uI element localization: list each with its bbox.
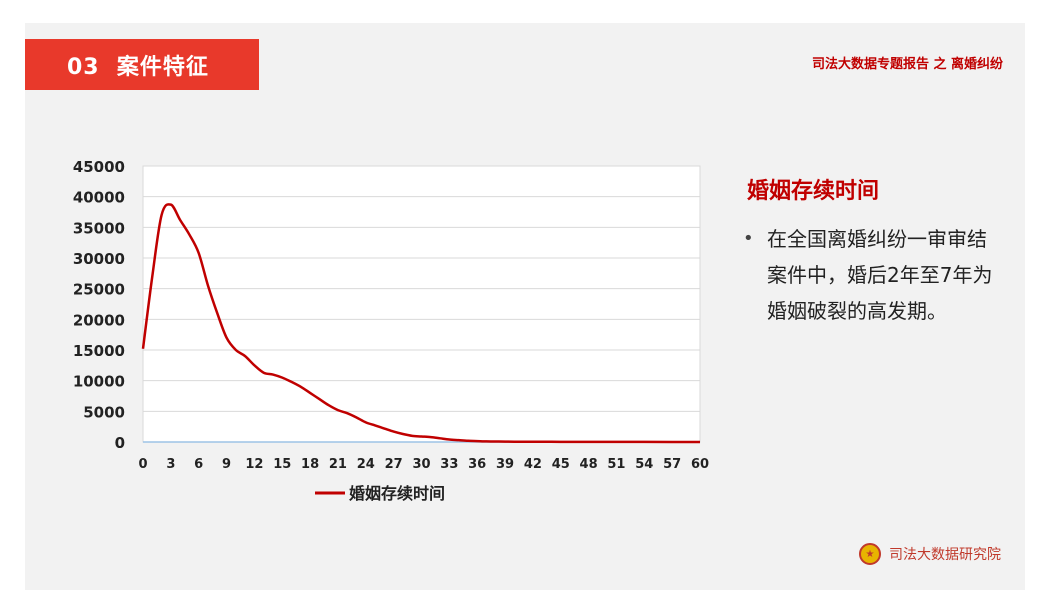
plot-area xyxy=(142,165,701,443)
x-tick-label: 39 xyxy=(496,457,514,472)
x-tick-label: 54 xyxy=(635,457,653,472)
x-tick-label: 12 xyxy=(245,457,263,472)
footer-brand: ★ 司法大数据研究院 xyxy=(859,543,1001,565)
x-tick-label: 57 xyxy=(663,457,681,472)
x-tick-label: 60 xyxy=(691,457,709,472)
y-tick-label: 0 xyxy=(115,434,125,452)
x-tick-label: 42 xyxy=(524,457,542,472)
y-tick-label: 40000 xyxy=(73,189,125,207)
bullet-point: • 在全国离婚纠纷一审审结案件中，婚后2年至7年为婚姻破裂的高发期。 xyxy=(743,221,993,329)
x-tick-label: 24 xyxy=(357,457,375,472)
x-tick-label: 48 xyxy=(580,457,598,472)
section-tab-label: 03 案件特征 xyxy=(67,54,209,80)
x-tick-label: 0 xyxy=(138,457,147,472)
x-tick-label: 30 xyxy=(412,457,430,472)
court-emblem-icon: ★ xyxy=(859,543,881,565)
y-tick-label: 45000 xyxy=(73,158,125,176)
x-tick-label: 36 xyxy=(468,457,486,472)
x-tick-label: 21 xyxy=(329,457,347,472)
x-tick-label: 51 xyxy=(607,457,625,472)
section-tab: 03 案件特征 xyxy=(25,39,259,90)
y-tick-label: 5000 xyxy=(83,403,125,421)
x-tick-label: 9 xyxy=(222,457,231,472)
report-title: 司法大数据专题报告 之 离婚纠纷 xyxy=(811,57,1003,72)
y-tick-label: 30000 xyxy=(73,250,125,268)
line-chart: 0 5000 10000 15000 20000 25000 30000 35000 40000… xyxy=(73,158,709,503)
x-tick-label: 45 xyxy=(552,457,570,472)
x-tick-label: 18 xyxy=(301,457,319,472)
x-tick-label: 3 xyxy=(166,457,175,472)
y-tick-label: 15000 xyxy=(73,342,125,360)
y-tick-label: 20000 xyxy=(73,311,125,329)
x-tick-label: 15 xyxy=(273,457,291,472)
side-title: 婚姻存续时间 xyxy=(747,179,880,204)
bullet-text: 在全国离婚纠纷一审审结案件中，婚后2年至7年为婚姻破裂的高发期。 xyxy=(767,227,993,323)
y-tick-label: 10000 xyxy=(73,373,125,391)
x-tick-label: 6 xyxy=(194,457,203,472)
bullet-dot-icon: • xyxy=(743,228,754,249)
series-line xyxy=(141,202,701,444)
x-tick-label: 33 xyxy=(440,457,458,472)
legend-label: 婚姻存续时间 xyxy=(349,484,445,503)
slide: 03 案件特征 司法大数据专题报告 之 离婚纠纷 0 5000 10000 15000… xyxy=(25,23,1025,590)
y-tick-label: 35000 xyxy=(73,219,125,237)
footer-brand-label: 司法大数据研究院 xyxy=(889,547,1001,563)
x-tick-label: 27 xyxy=(385,457,403,472)
y-tick-label: 25000 xyxy=(73,281,125,299)
